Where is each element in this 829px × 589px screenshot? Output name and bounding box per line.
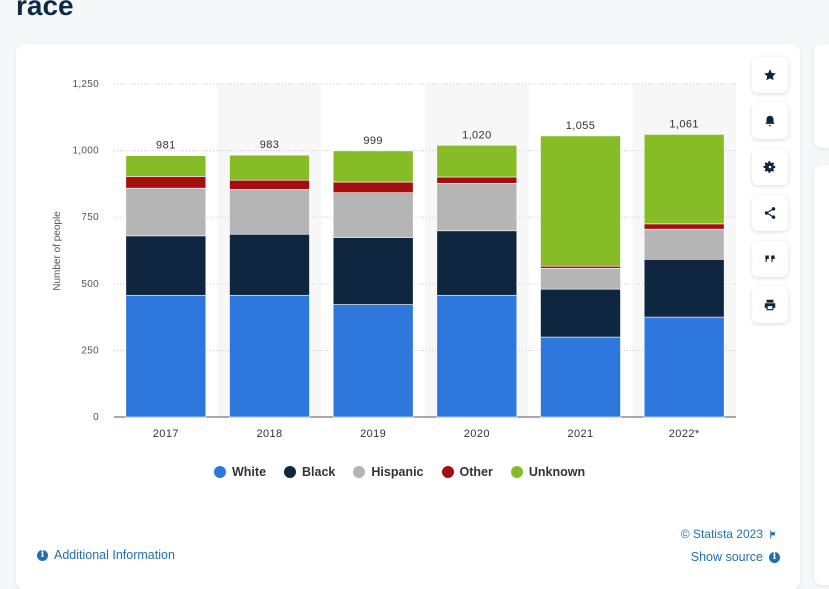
bar-segment-hispanic [229,189,310,235]
bar-segment-black [436,230,518,296]
share-icon [764,207,776,219]
legend-label-hispanic: Hispanic [371,465,424,479]
bar-segment-other [436,176,518,184]
bar-segment-white [643,316,725,418]
bar-segment-white [229,294,310,418]
bar-segment-black [125,235,207,296]
data-label-total: 999 [363,135,383,147]
bar-segment-white [125,294,207,418]
y-tick-label: 1,000 [72,146,99,157]
bar-segment-unknown [332,150,414,183]
favorite-button[interactable] [752,57,788,93]
show-source-label: Show source [690,550,763,564]
legend-dot-hispanic [353,466,366,478]
bar-segment-black [540,288,621,338]
bar-segment-unknown [643,134,725,225]
y-tick-label: 1,250 [72,79,99,90]
x-tick-label: 2017 [153,428,179,440]
legend-item-white[interactable]: White [214,465,266,479]
y-axis-label: Number of people [52,211,63,291]
chart-toolbar [752,57,788,323]
side-card [814,44,829,148]
y-tick-label: 500 [81,279,99,290]
copyright-link[interactable]: © Statista 2023 [681,527,779,541]
settings-button[interactable] [752,149,788,185]
star-icon [764,69,776,81]
notification-button[interactable] [752,103,788,139]
legend-label-white: White [232,465,267,479]
legend-dot-white [214,466,226,478]
y-tick-label: 0 [93,412,99,423]
data-label-total: 983 [260,139,280,151]
bar-segment-black [229,233,310,296]
data-label-total: 1,020 [462,129,492,141]
bar-segment-unknown [540,135,621,267]
quote-icon [765,255,775,262]
print-button[interactable] [752,287,788,323]
bar-segment-hispanic [540,268,621,290]
bar-segment-black [643,258,725,318]
bar-segment-other [540,265,621,269]
bar-segment-hispanic [436,183,518,232]
bar-segment-hispanic [332,192,414,238]
legend-item-black[interactable]: Black [284,465,335,479]
x-tick-label: 2021 [567,428,593,440]
bar-segment-hispanic [643,228,725,260]
legend-label-other: Other [459,465,493,479]
copyright-text: © Statista 2023 [680,527,763,541]
additional-information-label: Additional Information [54,548,175,562]
legend-dot-black [284,466,297,478]
cite-button[interactable] [752,241,788,277]
print-icon [764,299,776,311]
bar-segment-hispanic [125,187,207,237]
data-label-total: 981 [156,140,176,152]
bar-segment-other [332,181,414,193]
y-tick-label: 250 [81,345,99,356]
legend-label-unknown: Unknown [528,465,586,479]
legend-dot-unknown [510,466,523,478]
bar-segment-other [643,223,725,230]
info-icon: i [37,549,48,561]
bar-segment-white [436,294,518,418]
bell-icon [765,115,775,127]
bar-segment-black [332,237,414,305]
additional-information-link[interactable]: i Additional Information [37,548,175,562]
gear-icon [763,161,776,173]
info-icon: i [769,551,780,563]
legend-item-hispanic[interactable]: Hispanic [353,465,424,479]
bar-segment-white [332,304,414,418]
bar-segment-other [125,176,207,189]
x-tick-label: 2019 [360,428,386,440]
share-button[interactable] [752,195,788,231]
chart-legend: White Black Hispanic Other Unknown [214,465,585,479]
y-tick-label: 750 [81,212,99,223]
x-tick-label: 2020 [464,428,490,440]
page-title: race [16,0,74,21]
bar-segment-white [540,336,621,418]
show-source-link[interactable]: Show source i [691,550,780,564]
data-label-total: 1,061 [669,118,699,130]
x-tick-label: 2022* [669,428,700,440]
legend-item-unknown[interactable]: Unknown [510,465,586,479]
bar-segment-unknown [436,144,518,178]
flag-icon [770,529,776,539]
legend-item-other[interactable]: Other [441,465,493,479]
side-card-lower [814,165,829,585]
bar-segment-other [229,179,310,190]
bar-segment-unknown [229,154,310,181]
legend-label-black: Black [302,465,336,479]
data-label-total: 1,055 [566,120,596,132]
legend-dot-other [441,466,454,478]
bar-segment-unknown [125,155,207,177]
x-tick-label: 2018 [256,428,282,440]
